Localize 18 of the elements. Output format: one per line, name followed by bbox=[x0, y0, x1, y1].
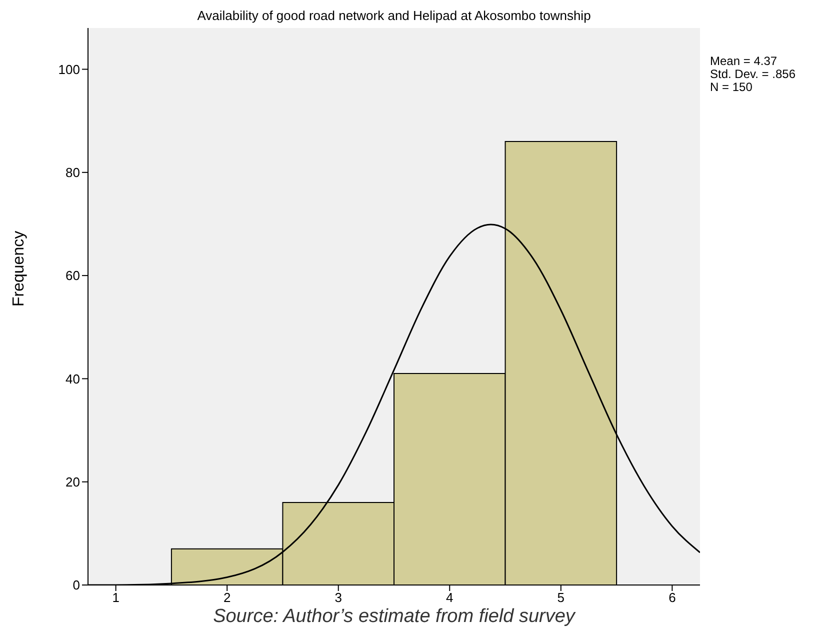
x-tick-label: 1 bbox=[112, 590, 120, 606]
text: N = 150 bbox=[710, 80, 754, 94]
y-tick-label: 20 bbox=[66, 474, 80, 490]
x-tick-label: 2 bbox=[223, 590, 231, 606]
x-tick-label: 5 bbox=[557, 590, 565, 606]
x-tick-label: 4 bbox=[446, 590, 454, 606]
text: Std. Dev. = .856 bbox=[710, 67, 796, 81]
y-tick-label: 0 bbox=[72, 578, 80, 593]
source-note: Source: Author’s estimate from field survey bbox=[212, 606, 577, 628]
text: Mean = 4.37 bbox=[710, 54, 778, 68]
y-tick-label: 40 bbox=[66, 371, 80, 386]
y-tick-label: 100 bbox=[58, 62, 80, 77]
x-tick-label: 3 bbox=[334, 590, 342, 606]
y-tick-label: 60 bbox=[66, 268, 80, 284]
y-tick-label: 80 bbox=[66, 165, 80, 180]
x-tick-label: 6 bbox=[668, 590, 676, 606]
y-axis-title: Frequency bbox=[10, 230, 28, 306]
chart-title: Availability of good road network and Helipad at Akosombo township bbox=[196, 8, 592, 23]
